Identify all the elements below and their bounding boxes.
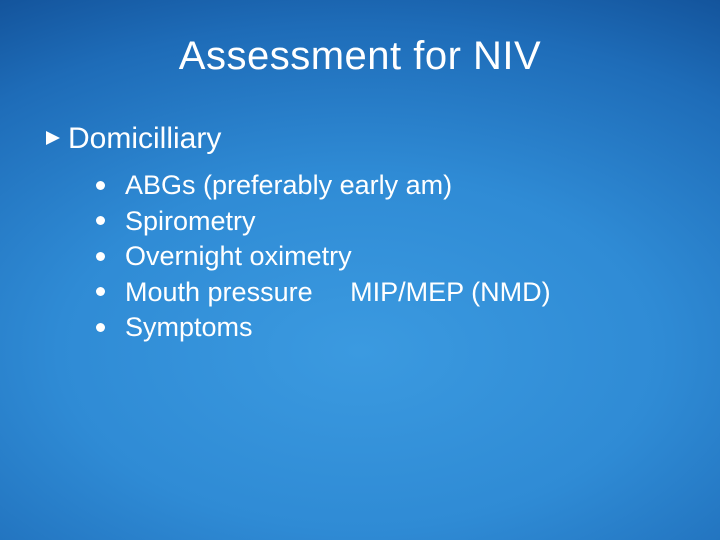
list-item-label: Overnight oximetry (125, 239, 551, 274)
bullet-level1: Domicilliary (44, 122, 221, 156)
list-item-label: Mouth pressure MIP/MEP (NMD) (125, 275, 551, 310)
list-item: Mouth pressure MIP/MEP (NMD) (96, 275, 551, 310)
bullet-level1-label: Domicilliary (68, 122, 221, 155)
list-item-label: Symptoms (125, 310, 551, 345)
list-item: Spirometry (96, 204, 551, 239)
list-item: Overnight oximetry (96, 239, 551, 274)
bullet-dot-icon (96, 287, 105, 296)
bullet-dot-icon (96, 323, 105, 332)
list-item-label: ABGs (preferably early am) (125, 168, 551, 203)
bullet-dot-icon (96, 216, 105, 225)
sublist: ABGs (preferably early am) Spirometry Ov… (96, 168, 551, 346)
slide: Assessment for NIV Domicilliary ABGs (pr… (0, 0, 720, 540)
bullet-dot-icon (96, 252, 105, 261)
slide-title: Assessment for NIV (0, 34, 720, 79)
list-item: ABGs (preferably early am) (96, 168, 551, 203)
bullet-dot-icon (96, 181, 105, 190)
list-item: Symptoms (96, 310, 551, 345)
list-item-label: Spirometry (125, 204, 551, 239)
arrow-icon (44, 129, 62, 147)
